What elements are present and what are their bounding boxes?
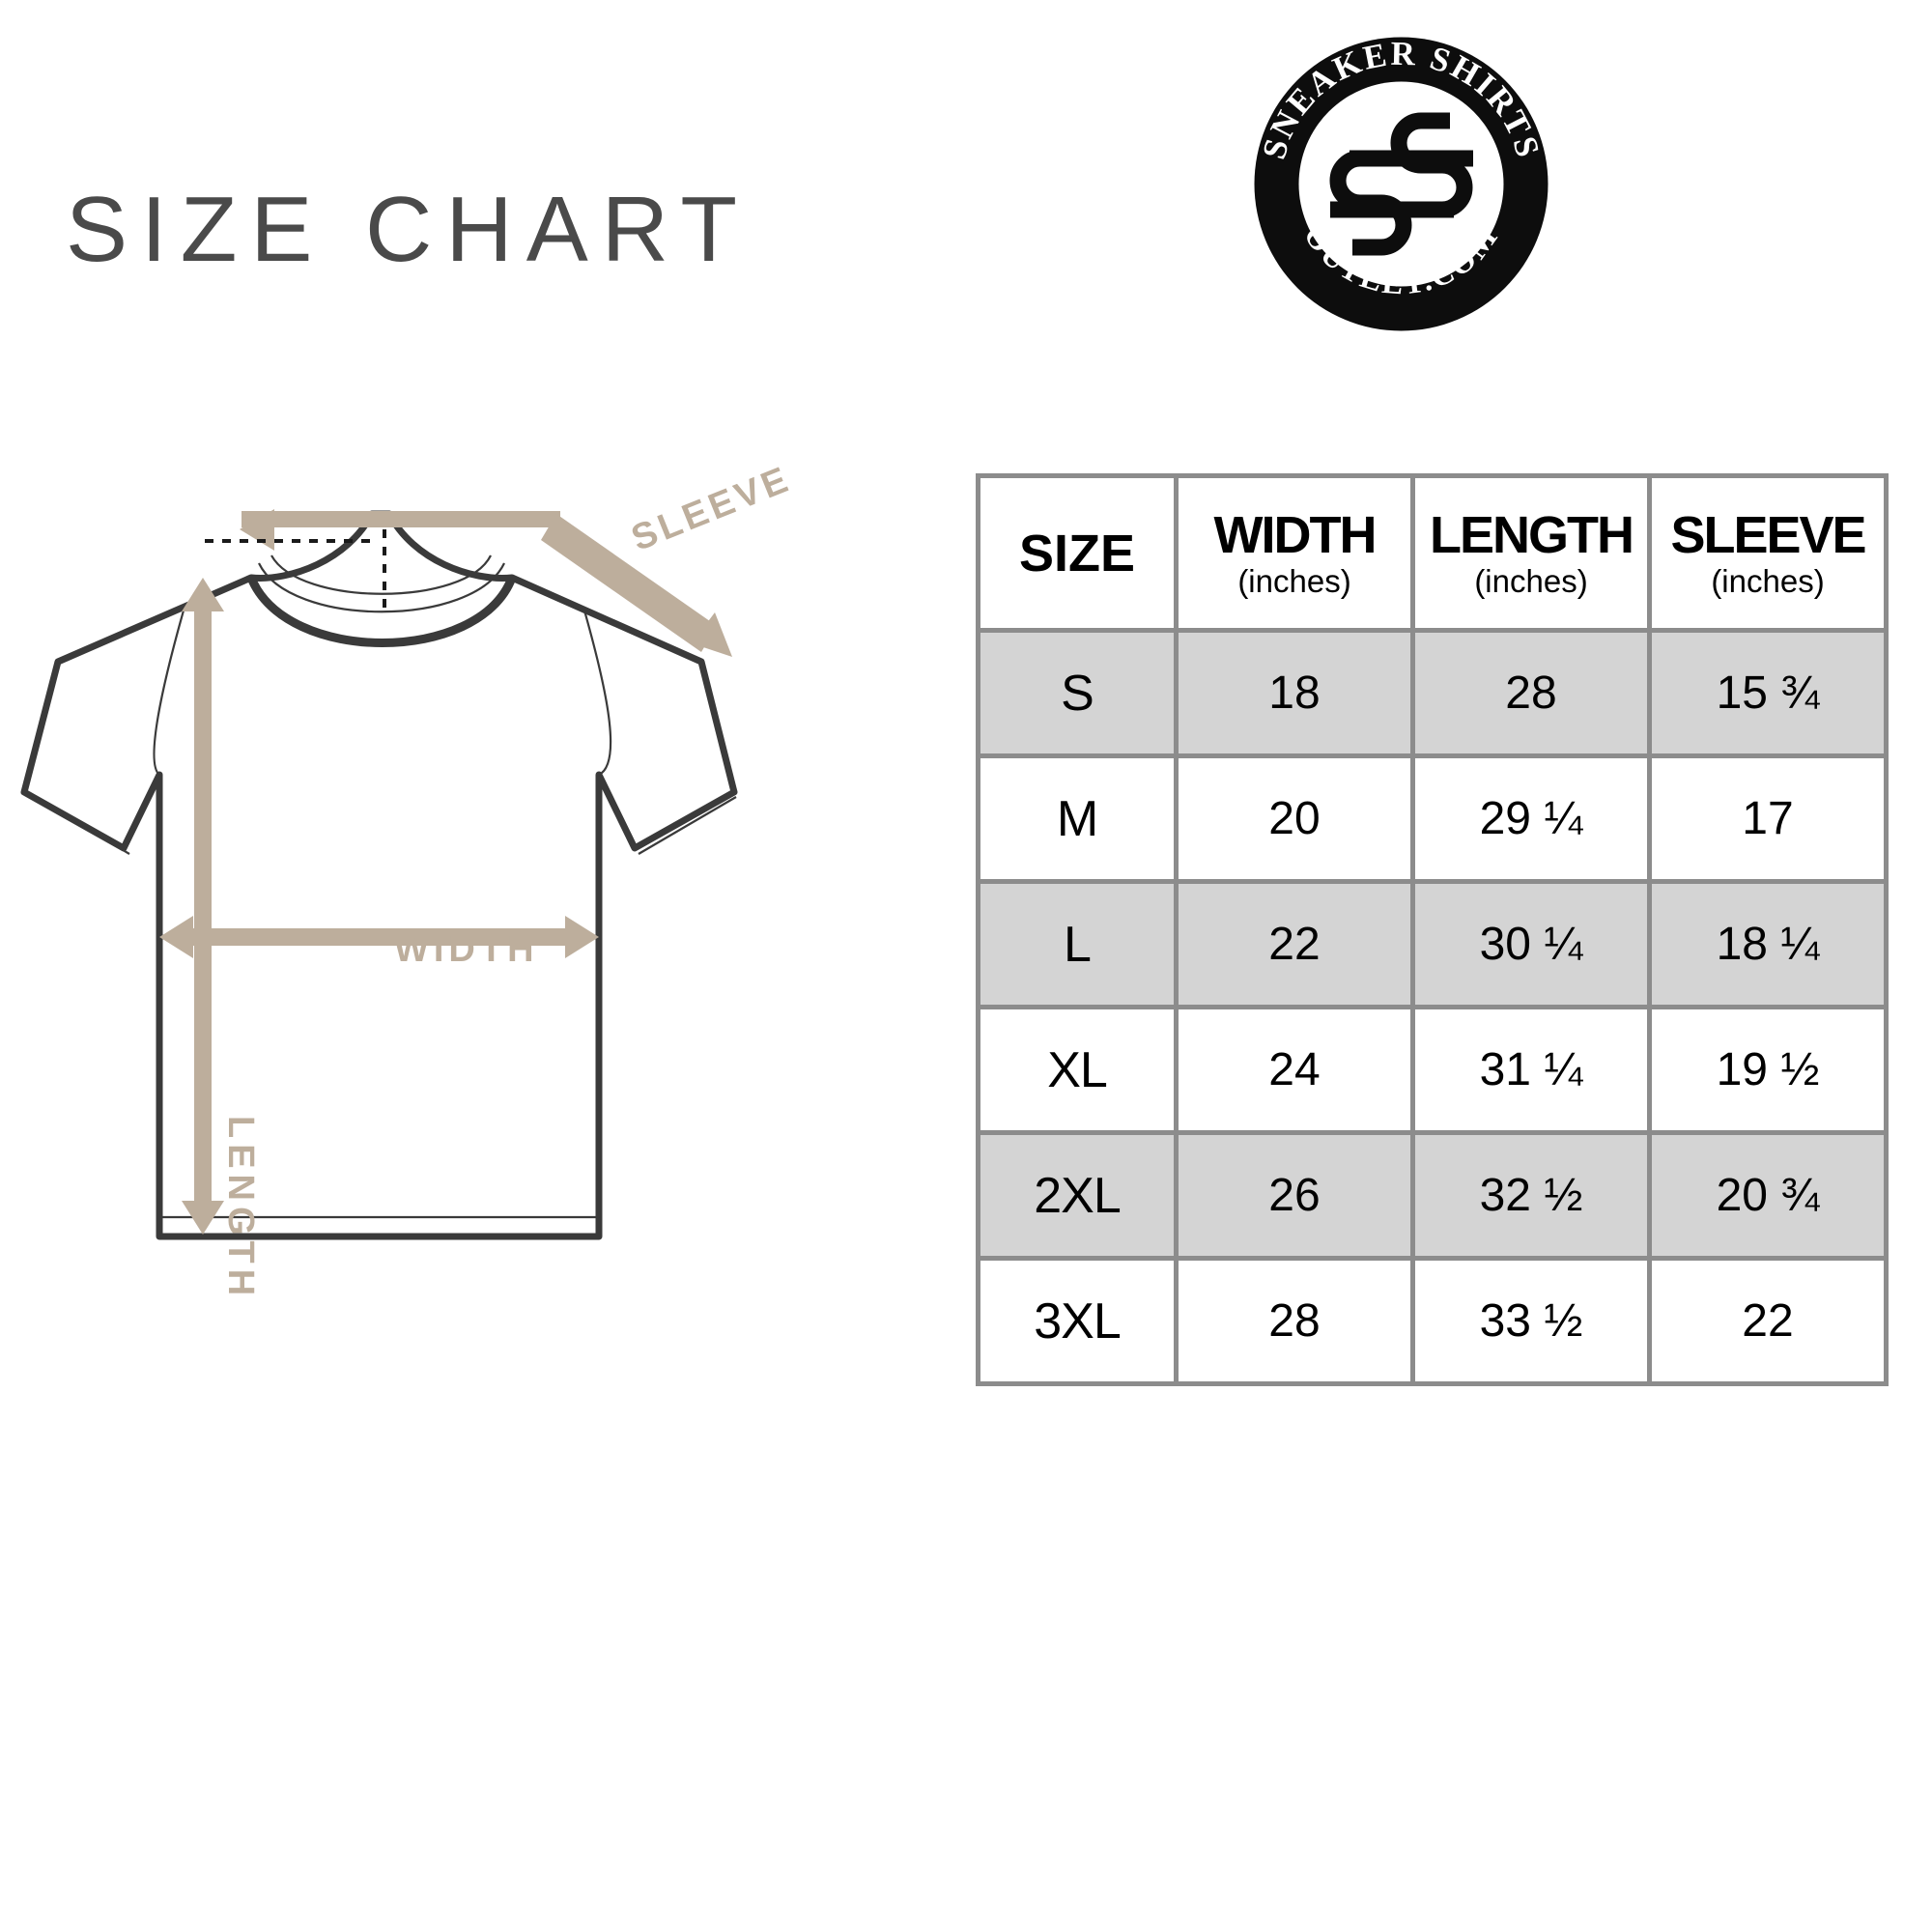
table-row: XL 24 31 ¼ 19 ½	[976, 1005, 1889, 1135]
cell-size: 3XL	[976, 1256, 1179, 1386]
cell-width: 20	[1174, 753, 1415, 884]
cell-sleeve: 15 ¾	[1647, 628, 1889, 758]
cell-size: S	[976, 628, 1179, 758]
cell-size: XL	[976, 1005, 1179, 1135]
column-header-length-units: (inches)	[1474, 563, 1588, 599]
cell-length: 29 ¼	[1410, 753, 1652, 884]
column-header-width-label: WIDTH	[1213, 506, 1378, 564]
cell-width: 26	[1174, 1130, 1415, 1261]
cell-length: 33 ½	[1410, 1256, 1652, 1386]
size-chart-table: SIZE WIDTH (inches) LENGTH (inches) SLEE…	[976, 473, 1889, 1386]
sneaker-shirts-outlet-badge-logo: SNEAKER SHIRTS OUTLET.COM	[1249, 32, 1553, 336]
table-row: 2XL 26 32 ½ 20 ¾	[976, 1130, 1889, 1261]
tshirt-measurement-diagram	[0, 502, 773, 1613]
table-row: L 22 30 ¼ 18 ¼	[976, 879, 1889, 1009]
cell-width: 28	[1174, 1256, 1415, 1386]
cell-size: M	[976, 753, 1179, 884]
cell-length: 32 ½	[1410, 1130, 1652, 1261]
cell-sleeve: 20 ¾	[1647, 1130, 1889, 1261]
cell-sleeve: 18 ¼	[1647, 879, 1889, 1009]
column-header-length-label: LENGTH	[1430, 506, 1634, 564]
diagram-label-length: LENGTH	[220, 1116, 261, 1302]
table-row: 3XL 28 33 ½ 22	[976, 1256, 1889, 1386]
column-header-sleeve-label: SLEEVE	[1670, 506, 1866, 564]
cell-width: 18	[1174, 628, 1415, 758]
column-header-size-label: SIZE	[1018, 524, 1136, 582]
cell-size: 2XL	[976, 1130, 1179, 1261]
cell-length: 31 ¼	[1410, 1005, 1652, 1135]
cell-width: 22	[1174, 879, 1415, 1009]
column-header-size: SIZE	[976, 473, 1179, 633]
cell-sleeve: 22	[1647, 1256, 1889, 1386]
column-header-sleeve: SLEEVE (inches)	[1647, 473, 1889, 633]
table-row: M 20 29 ¼ 17	[976, 753, 1889, 884]
column-header-width-units: (inches)	[1237, 563, 1351, 599]
cell-sleeve: 19 ½	[1647, 1005, 1889, 1135]
page-title: SIZE CHART	[66, 178, 751, 281]
table-header-row: SIZE WIDTH (inches) LENGTH (inches) SLEE…	[976, 473, 1889, 633]
column-header-length: LENGTH (inches)	[1410, 473, 1652, 633]
column-header-width: WIDTH (inches)	[1174, 473, 1415, 633]
table-row: S 18 28 15 ¾	[976, 628, 1889, 758]
cell-length: 28	[1410, 628, 1652, 758]
cell-width: 24	[1174, 1005, 1415, 1135]
cell-size: L	[976, 879, 1179, 1009]
cell-sleeve: 17	[1647, 753, 1889, 884]
diagram-label-width: WIDTH	[394, 929, 539, 970]
column-header-sleeve-units: (inches)	[1711, 563, 1825, 599]
cell-length: 30 ¼	[1410, 879, 1652, 1009]
